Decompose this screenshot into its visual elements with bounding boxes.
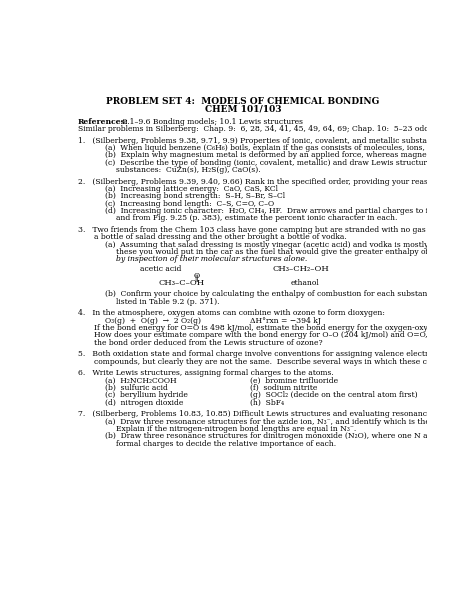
Text: compounds, but clearly they are not the same.  Describe several ways in which th: compounds, but clearly they are not the … <box>94 357 474 365</box>
Text: these you would put in the car as the fuel that would give the greater enthalpy : these you would put in the car as the fu… <box>116 248 474 256</box>
Text: (b)  Explain why magnesium metal is deformed by an applied force, whereas magnes: (b) Explain why magnesium metal is defor… <box>105 151 474 159</box>
Text: 9.1–9.6 Bonding models; 10.1 Lewis structures: 9.1–9.6 Bonding models; 10.1 Lewis struc… <box>120 118 303 126</box>
Text: substances:  CuZn(s), H₂S(g), CaO(s).: substances: CuZn(s), H₂S(g), CaO(s). <box>116 166 261 174</box>
Text: Explain if the nitrogen-nitrogen bond lengths are equal in N₃⁻.: Explain if the nitrogen-nitrogen bond le… <box>116 425 356 433</box>
Text: (c)  Describe the type of bonding (ionic, covalent, metallic) and draw Lewis str: (c) Describe the type of bonding (ionic,… <box>105 159 474 167</box>
Text: a bottle of salad dressing and the other brought a bottle of vodka.: a bottle of salad dressing and the other… <box>94 233 347 242</box>
Text: (b)  sulfuric acid: (b) sulfuric acid <box>105 384 168 392</box>
Text: (b)  Confirm your choice by calculating the enthalpy of combustion for each subs: (b) Confirm your choice by calculating t… <box>105 291 474 299</box>
Text: acetic acid: acetic acid <box>140 265 182 273</box>
Text: O: O <box>193 272 200 280</box>
Text: PROBLEM SET 4:  MODELS OF CHEMICAL BONDING: PROBLEM SET 4: MODELS OF CHEMICAL BONDIN… <box>106 97 380 106</box>
Text: (b)  Increasing bond strength:  S–H, S–Br, S–Cl: (b) Increasing bond strength: S–H, S–Br,… <box>105 192 285 200</box>
Text: and from Fig. 9.25 (p. 383), estimate the percent ionic character in each.: and from Fig. 9.25 (p. 383), estimate th… <box>116 214 398 223</box>
Text: (a)  Draw three resonance structures for the azide ion, N₃⁻, and identify which : (a) Draw three resonance structures for … <box>105 417 474 425</box>
Text: (a)  Assuming that salad dressing is mostly vinegar (acetic acid) and vodka is m: (a) Assuming that salad dressing is most… <box>105 240 474 248</box>
Text: ΔH°rxn = −394 kJ: ΔH°rxn = −394 kJ <box>250 317 321 325</box>
Text: ∥: ∥ <box>194 275 198 283</box>
Text: (a)  Increasing lattice energy:  CaO, CaS, KCl: (a) Increasing lattice energy: CaO, CaS,… <box>105 185 278 193</box>
Text: by inspection of their molecular structures alone.: by inspection of their molecular structu… <box>116 255 308 263</box>
Text: Similar problems in Silberberg:  Chap. 9:  6, 28, 34, 41, 45, 49, 64, 69; Chap. : Similar problems in Silberberg: Chap. 9:… <box>78 125 443 133</box>
Text: (e)  bromine trifluoride: (e) bromine trifluoride <box>250 376 338 384</box>
Text: ethanol: ethanol <box>291 278 319 287</box>
Text: References:: References: <box>78 118 128 126</box>
Text: listed in Table 9.2 (p. 371).: listed in Table 9.2 (p. 371). <box>116 298 219 306</box>
Text: 4.   In the atmosphere, oxygen atoms can combine with ozone to form dioxygen:: 4. In the atmosphere, oxygen atoms can c… <box>78 310 384 318</box>
Text: CH₃–C–OH: CH₃–C–OH <box>158 278 205 287</box>
Text: 1.   (Silberberg, Problems 9.38, 9.71, 9.9) Properties of ionic, covalent, and m: 1. (Silberberg, Problems 9.38, 9.71, 9.9… <box>78 137 447 145</box>
Text: 5.   Both oxidation state and formal charge involve conventions for assigning va: 5. Both oxidation state and formal charg… <box>78 350 474 359</box>
Text: the bond order deduced from the Lewis structure of ozone?: the bond order deduced from the Lewis st… <box>94 338 323 346</box>
Text: (c)  beryllium hydride: (c) beryllium hydride <box>105 391 188 399</box>
Text: If the bond energy for O=O is 498 kJ/mol, estimate the bond energy for the oxyge: If the bond energy for O=O is 498 kJ/mol… <box>94 324 474 332</box>
Text: 2.   (Silberberg, Problems 9.39, 9.40, 9.66) Rank in the specified order, provid: 2. (Silberberg, Problems 9.39, 9.40, 9.6… <box>78 178 451 186</box>
Text: 6.   Write Lewis structures, assigning formal charges to the atoms.: 6. Write Lewis structures, assigning for… <box>78 369 333 378</box>
Text: How does your estimate compare with the bond energy for O–O (204 kJ/mol) and O=O: How does your estimate compare with the … <box>94 331 474 339</box>
Text: formal charges to decide the relative importance of each.: formal charges to decide the relative im… <box>116 440 337 447</box>
Text: (a)  H₂NCH₂COOH: (a) H₂NCH₂COOH <box>105 376 177 384</box>
Text: (b)  Draw three resonance structures for dinitrogen monoxide (N₂O), where one N : (b) Draw three resonance structures for … <box>105 432 474 440</box>
Text: (d)  nitrogen dioxide: (d) nitrogen dioxide <box>105 398 183 406</box>
Text: CHEM 101/103: CHEM 101/103 <box>205 104 281 113</box>
Text: CH₃–CH₂–OH: CH₃–CH₂–OH <box>272 265 329 273</box>
Text: (a)  When liquid benzene (C₆H₆) boils, explain if the gas consists of molecules,: (a) When liquid benzene (C₆H₆) boils, ex… <box>105 144 474 152</box>
Text: (g)  SOCl₂ (decide on the central atom first): (g) SOCl₂ (decide on the central atom fi… <box>250 391 418 399</box>
Text: O₃(g)  +  O(g)  →  2 O₂(g): O₃(g) + O(g) → 2 O₂(g) <box>105 317 201 325</box>
Text: 7.   (Silberberg, Problems 10.83, 10.85) Difficult Lewis structures and evaluati: 7. (Silberberg, Problems 10.83, 10.85) D… <box>78 410 457 418</box>
Text: 3.   Two friends from the Chem 103 class have gone camping but are stranded with: 3. Two friends from the Chem 103 class h… <box>78 226 474 234</box>
Text: (d)  Increasing ionic character:  H₂O, CH₄, HF.  Draw arrows and partial charges: (d) Increasing ionic character: H₂O, CH₄… <box>105 207 474 215</box>
Text: (h)  SbF₄: (h) SbF₄ <box>250 398 284 406</box>
Text: (f)  sodium nitrite: (f) sodium nitrite <box>250 384 318 392</box>
Text: (c)  Increasing bond length:  C–S, C=O, C–O: (c) Increasing bond length: C–S, C=O, C–… <box>105 200 274 208</box>
